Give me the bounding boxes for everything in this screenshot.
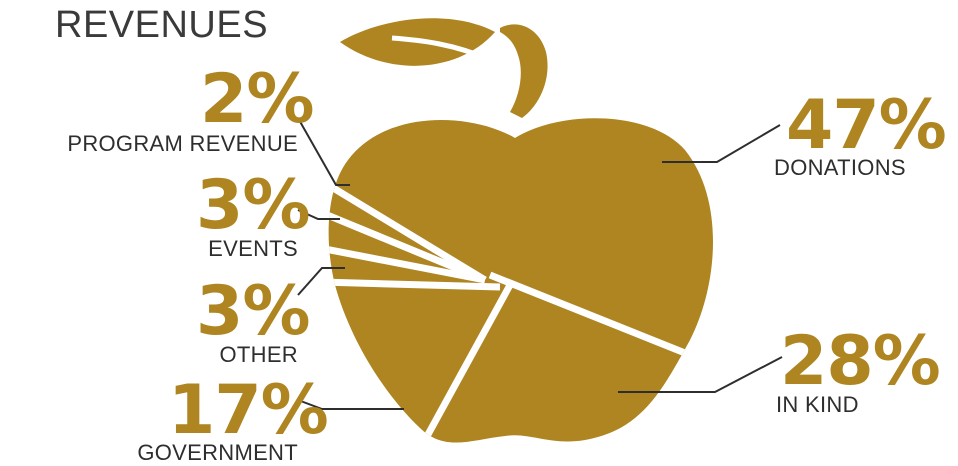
apple-stem — [500, 24, 548, 118]
value-label-other: 3% — [196, 272, 310, 351]
label-government: GOVERNMENT — [137, 440, 298, 465]
apple-leaf-vein — [391, 35, 492, 63]
value-label-events: 3% — [196, 166, 310, 245]
leader-line-government — [297, 399, 404, 410]
leader-line-donations — [662, 124, 781, 163]
value-label-program-revenue: 2% — [200, 60, 314, 139]
label-other: OTHER — [219, 342, 298, 367]
separator-program-donations — [328, 177, 487, 283]
leader-line-program-revenue — [297, 117, 350, 186]
value-label-government: 17% — [168, 371, 329, 450]
separator-events-program — [328, 208, 487, 284]
separator-in-kind-government — [421, 283, 514, 442]
label-events: EVENTS — [208, 236, 298, 261]
separator-government-other — [328, 278, 501, 291]
label-donations: DONATIONS — [774, 155, 906, 180]
label-in-kind: IN KIND — [776, 392, 859, 417]
leader-line-events — [297, 209, 340, 220]
label-program-revenue: PROGRAM REVENUE — [67, 131, 298, 156]
apple-body — [328, 118, 714, 443]
value-label-donations: 47% — [786, 86, 947, 165]
leader-line-in-kind — [618, 356, 783, 393]
chart-title: REVENUES — [55, 4, 269, 46]
value-label-in-kind: 28% — [780, 322, 941, 401]
separator-donations-in-kind — [488, 271, 692, 359]
leader-line-other — [297, 267, 345, 296]
separator-other-events — [328, 244, 486, 284]
